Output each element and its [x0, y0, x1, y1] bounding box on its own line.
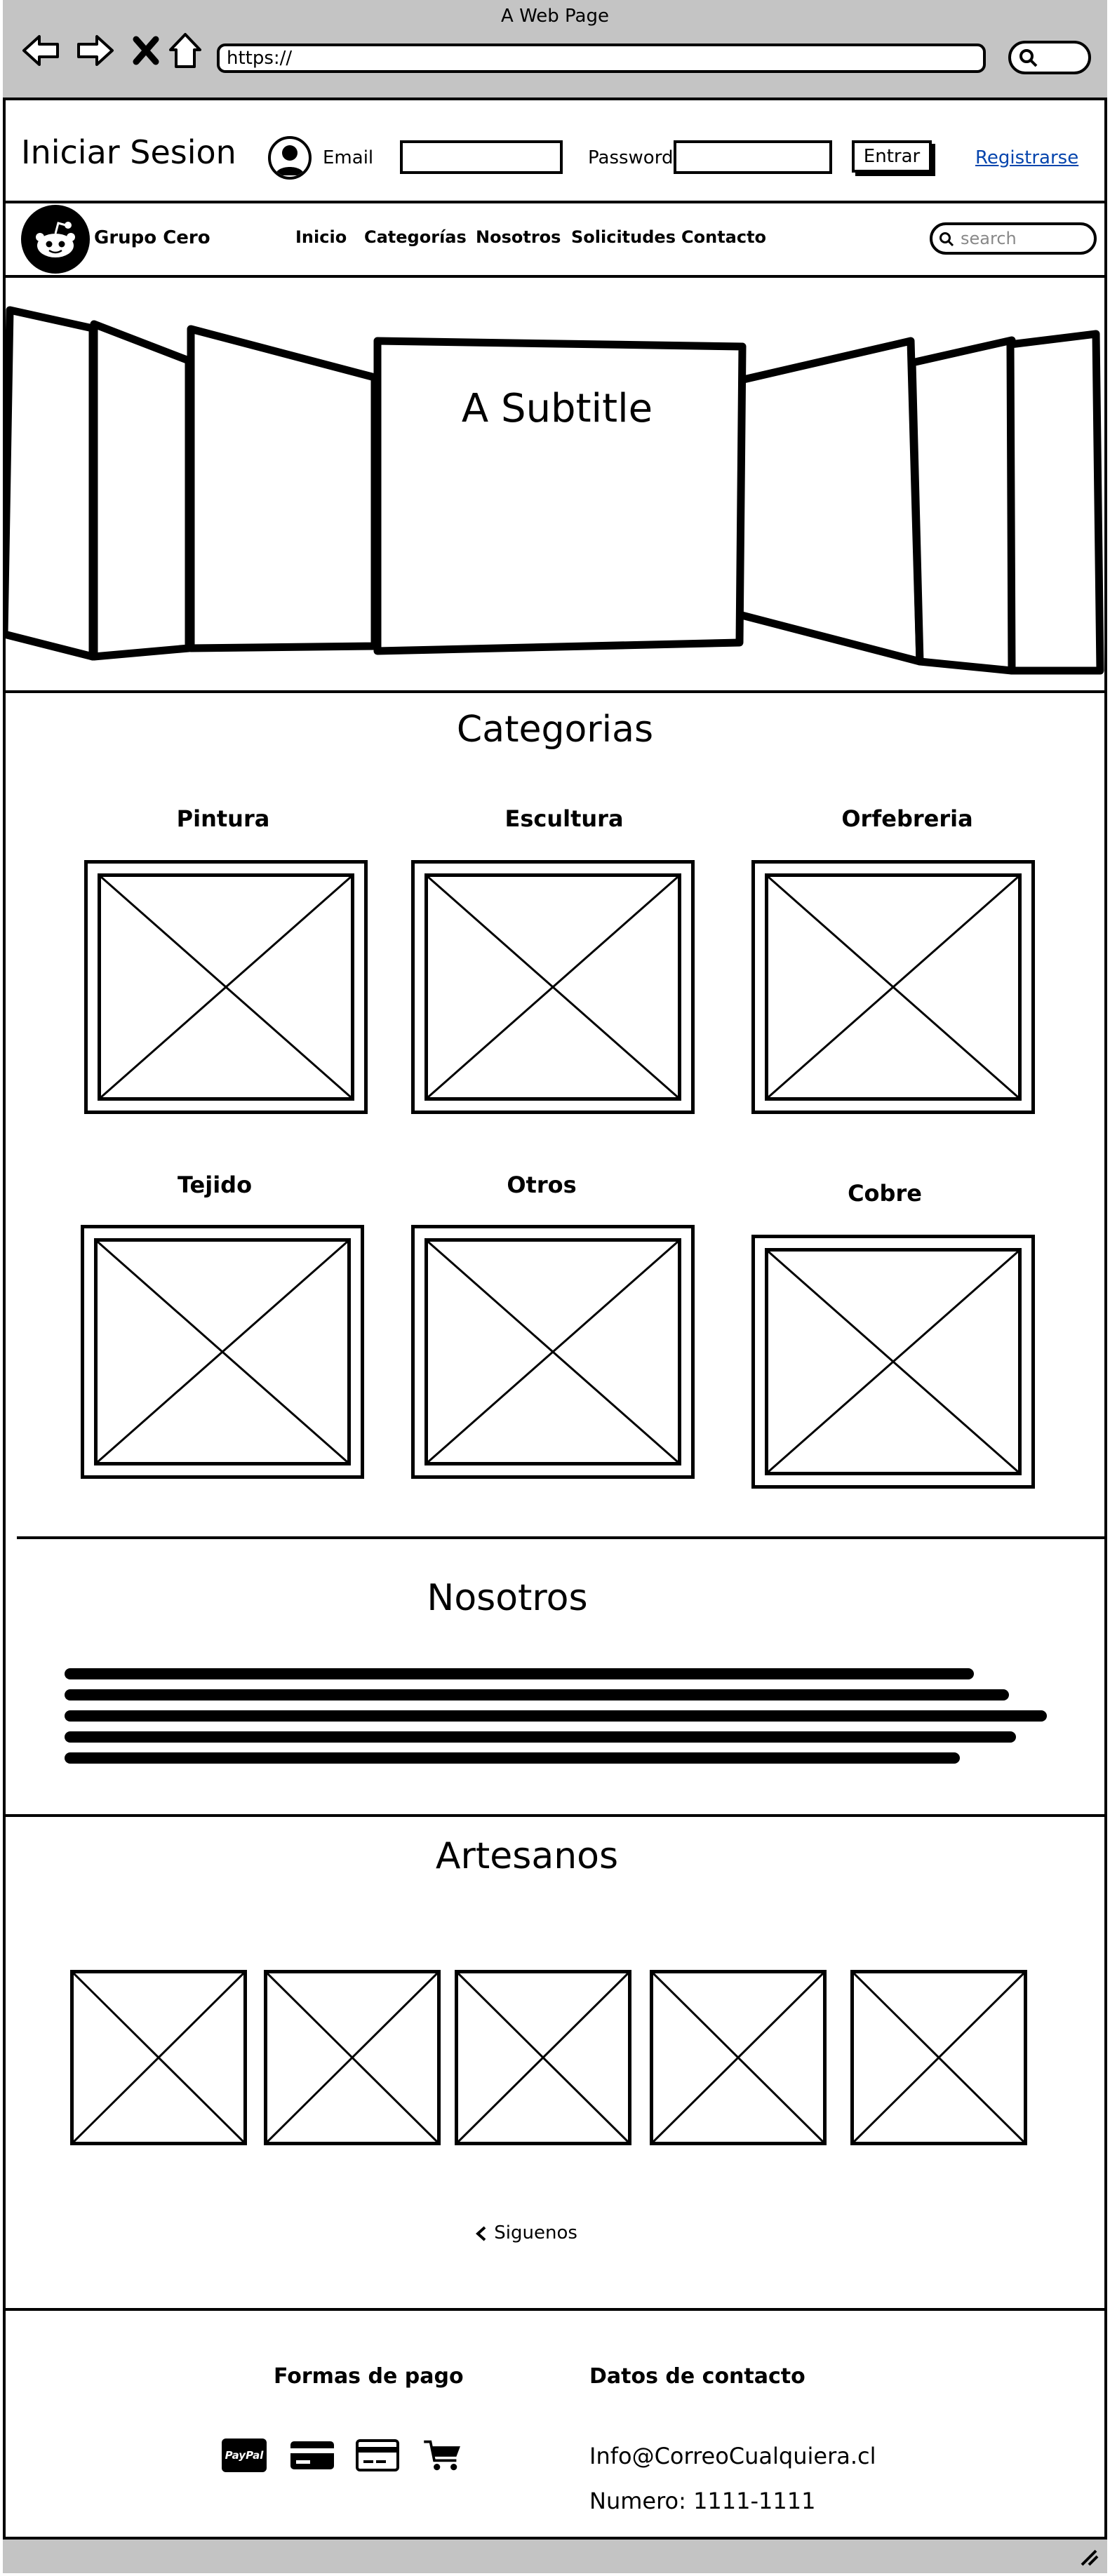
nav-item-solicitudes[interactable]: Solicitudes	[571, 227, 676, 247]
email-field[interactable]	[400, 140, 563, 174]
search-input[interactable]: search	[930, 222, 1097, 255]
login-title: Iniciar Sesion	[21, 133, 236, 171]
brand-name: Grupo Cero	[94, 227, 210, 248]
nav-item-contacto[interactable]: Contacto	[681, 227, 767, 247]
category-label: Cobre	[848, 1180, 922, 1207]
window-title: A Web Page	[501, 6, 609, 27]
search-placeholder: search	[961, 229, 1017, 248]
register-link[interactable]: Registrarse	[975, 147, 1079, 168]
hero-subtitle: A Subtitle	[461, 386, 653, 431]
categories-title: Categorias	[456, 709, 654, 751]
carousel-slide[interactable]	[1006, 330, 1104, 675]
artisan-image[interactable]	[850, 1970, 1027, 2145]
category-image[interactable]	[751, 1235, 1035, 1489]
shopping-cart-icon	[424, 2440, 460, 2471]
about-title: Nosotros	[427, 1577, 588, 1619]
category-image[interactable]	[751, 860, 1035, 1114]
back-icon[interactable]	[20, 29, 62, 72]
nav-item-inicio[interactable]: Inicio	[295, 227, 347, 247]
contact-title: Datos de contacto	[589, 2364, 805, 2389]
url-bar[interactable]: https://	[217, 43, 986, 73]
password-label: Password	[588, 147, 674, 168]
browser-search-button[interactable]	[1008, 41, 1091, 74]
divider	[3, 2308, 1107, 2311]
home-icon[interactable]	[164, 29, 206, 72]
divider	[3, 690, 1107, 693]
close-icon[interactable]	[125, 29, 167, 72]
resize-grip-icon[interactable]	[1079, 2548, 1099, 2566]
navbar	[3, 201, 1107, 278]
carousel-slide[interactable]	[187, 325, 379, 652]
alien-logo-icon	[21, 205, 90, 274]
category-image[interactable]	[84, 860, 368, 1114]
category-label: Pintura	[176, 805, 270, 832]
login-button[interactable]: Entrar	[852, 140, 932, 173]
category-image[interactable]	[411, 860, 695, 1114]
contact-email: Info@CorreoCualquiera.cl	[589, 2443, 876, 2469]
hero-carousel[interactable]	[3, 278, 1107, 695]
artisan-image[interactable]	[264, 1970, 441, 2145]
carousel-slide[interactable]	[908, 336, 1016, 675]
email-label: Email	[323, 147, 374, 168]
carousel-slide[interactable]	[90, 320, 193, 661]
carousel-slide-active[interactable]	[373, 337, 747, 655]
password-field[interactable]	[674, 140, 832, 174]
category-label: Escultura	[504, 805, 624, 832]
nav-item-nosotros[interactable]: Nosotros	[476, 227, 561, 247]
user-icon	[268, 136, 312, 180]
paypal-icon: PayPal	[222, 2439, 267, 2472]
carousel-slide[interactable]	[3, 306, 97, 661]
artisan-image[interactable]	[70, 1970, 247, 2145]
category-image[interactable]	[411, 1225, 695, 1479]
carousel-slide[interactable]	[724, 337, 924, 666]
nav-item-categorias[interactable]: Categorías	[364, 227, 467, 247]
contact-phone: Numero: 1111-1111	[589, 2488, 816, 2514]
follow-label: Siguenos	[494, 2222, 577, 2243]
search-icon	[940, 232, 954, 247]
divider	[3, 1814, 1107, 1817]
chevron-left-icon	[476, 2226, 486, 2241]
category-image[interactable]	[81, 1225, 364, 1479]
artisan-image[interactable]	[650, 1970, 827, 2145]
status-bar	[3, 2537, 1107, 2573]
category-label: Otros	[507, 1172, 577, 1198]
credit-card-outline-icon	[356, 2439, 399, 2471]
artisans-title: Artesanos	[435, 1835, 619, 1877]
forward-icon[interactable]	[74, 29, 116, 72]
divider	[17, 1536, 1107, 1539]
artisan-image[interactable]	[455, 1970, 631, 2145]
follow-link[interactable]: Siguenos	[474, 2222, 577, 2243]
payment-title: Formas de pago	[274, 2364, 464, 2389]
category-label: Tejido	[177, 1172, 253, 1198]
credit-card-icon	[290, 2441, 334, 2469]
category-label: Orfebreria	[841, 805, 973, 832]
search-icon	[1019, 49, 1038, 67]
